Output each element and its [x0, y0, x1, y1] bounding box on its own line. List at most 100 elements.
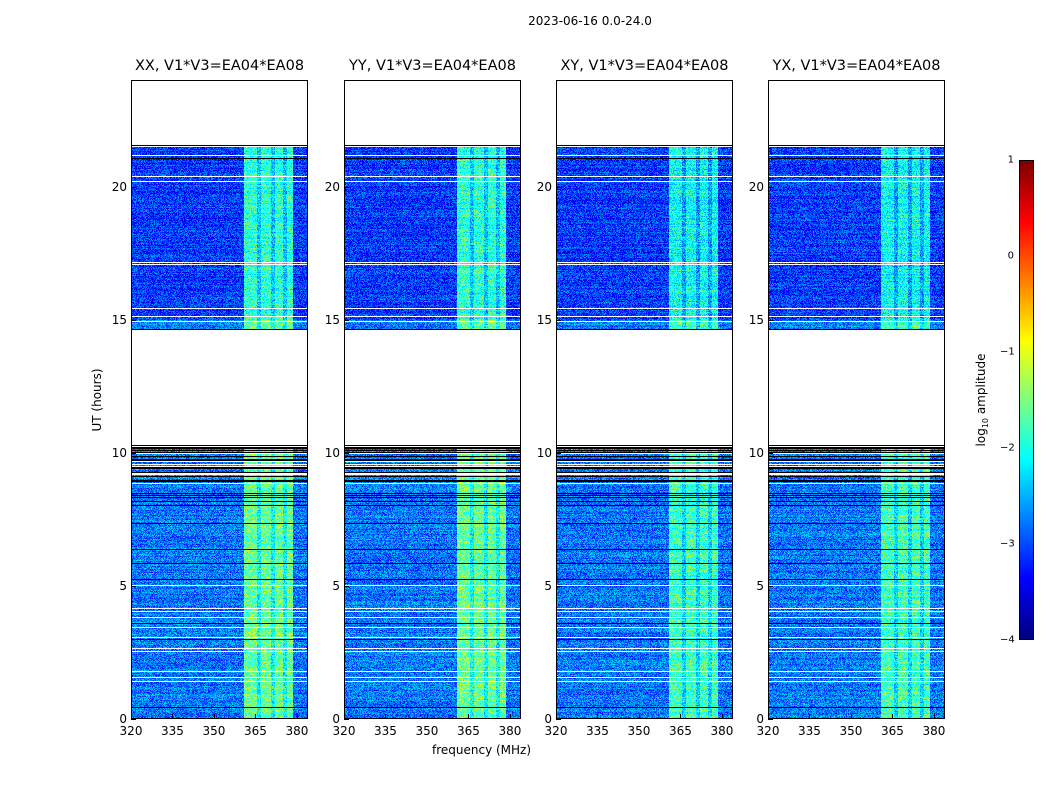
y-tick-label: 10	[111, 445, 127, 460]
colorbar-tick-label: 0	[1007, 250, 1014, 262]
y-axis-label: UT (hours)	[90, 368, 104, 432]
x-tick-label: 320	[756, 724, 780, 738]
y-tick-label: 15	[748, 312, 764, 327]
heatmap-image	[132, 81, 307, 718]
colorbar	[1019, 160, 1034, 640]
figure-title: 2023-06-16 0.0-24.0	[528, 14, 652, 28]
y-tick-mark	[131, 719, 136, 720]
y-tick-mark	[131, 319, 136, 321]
x-tick-mark	[213, 714, 215, 719]
heatmap-image	[769, 81, 944, 718]
y-tick-label: 10	[324, 445, 340, 460]
x-tick-label: 320	[119, 724, 143, 738]
x-tick-label: 350	[839, 724, 863, 738]
x-tick-label: 350	[202, 724, 226, 738]
y-tick-label: 5	[756, 578, 764, 593]
y-tick-mark	[768, 719, 773, 720]
colorbar-label: log10 amplitude	[973, 353, 991, 447]
y-tick-label: 20	[748, 179, 764, 194]
y-tick-label: 0	[756, 712, 764, 726]
y-tick-mark	[556, 452, 561, 454]
x-tick-mark	[850, 714, 852, 719]
y-tick-label: 0	[332, 712, 340, 726]
y-tick-mark	[768, 452, 773, 454]
x-tick-mark	[597, 714, 599, 719]
x-tick-mark	[556, 714, 557, 719]
x-tick-label: 380	[710, 724, 734, 738]
x-tick-label: 365	[669, 724, 692, 738]
colorbar-tick-label: −4	[1000, 634, 1015, 646]
x-tick-label: 365	[881, 724, 904, 738]
x-tick-label: 350	[627, 724, 651, 738]
heatmap-panel-1	[344, 80, 521, 719]
x-tick-mark	[131, 714, 132, 719]
x-tick-mark	[255, 714, 257, 719]
x-tick-mark	[768, 714, 769, 719]
heatmap-panel-0	[131, 80, 308, 719]
x-tick-mark	[680, 714, 682, 719]
x-tick-label: 320	[332, 724, 356, 738]
panel-title: YX, V1*V3=EA04*EA08	[772, 58, 941, 74]
y-tick-mark	[344, 585, 349, 587]
x-tick-label: 350	[415, 724, 439, 738]
y-tick-mark	[344, 319, 349, 321]
x-tick-mark	[892, 714, 894, 719]
y-tick-label: 15	[536, 312, 552, 327]
heatmap-image	[345, 81, 520, 718]
colorbar-gradient	[1020, 161, 1033, 639]
x-tick-label: 335	[374, 724, 397, 738]
x-tick-mark	[809, 714, 811, 719]
x-tick-mark	[933, 714, 935, 719]
y-tick-label: 15	[111, 312, 127, 327]
x-tick-label: 380	[498, 724, 522, 738]
x-tick-mark	[721, 714, 723, 719]
x-tick-mark	[509, 714, 511, 719]
y-tick-mark	[131, 585, 136, 587]
x-tick-label: 365	[244, 724, 267, 738]
colorbar-tick-label: −3	[1000, 538, 1015, 550]
x-tick-label: 335	[586, 724, 609, 738]
panel-title: XX, V1*V3=EA04*EA08	[134, 58, 305, 74]
y-tick-label: 20	[324, 179, 340, 194]
colorbar-tick-label: −2	[1000, 442, 1015, 454]
x-tick-label: 335	[798, 724, 821, 738]
y-tick-label: 20	[536, 179, 552, 194]
y-tick-mark	[344, 186, 349, 188]
x-tick-mark	[426, 714, 428, 719]
panel-title: XY, V1*V3=EA04*EA08	[560, 58, 729, 74]
y-tick-mark	[556, 186, 561, 188]
y-tick-label: 0	[119, 712, 127, 726]
x-tick-mark	[638, 714, 640, 719]
y-tick-mark	[344, 452, 349, 454]
x-tick-mark	[344, 714, 345, 719]
x-tick-label: 380	[922, 724, 946, 738]
y-tick-label: 10	[748, 445, 764, 460]
y-tick-label: 5	[332, 578, 340, 593]
y-tick-mark	[131, 186, 136, 188]
y-tick-mark	[344, 719, 349, 720]
y-tick-label: 10	[536, 445, 552, 460]
colorbar-tick-label: −1	[1000, 346, 1015, 358]
y-tick-mark	[768, 319, 773, 321]
y-tick-label: 0	[544, 712, 552, 726]
colorbar-tick-label: 1	[1007, 154, 1014, 166]
panel-title: YY, V1*V3=EA04*EA08	[349, 58, 516, 74]
y-tick-label: 20	[111, 179, 127, 194]
y-tick-label: 15	[324, 312, 340, 327]
heatmap-image	[557, 81, 732, 718]
x-tick-mark	[172, 714, 174, 719]
x-tick-mark	[468, 714, 470, 719]
x-tick-label: 320	[544, 724, 568, 738]
y-tick-mark	[768, 585, 773, 587]
x-tick-mark	[385, 714, 387, 719]
y-tick-mark	[556, 585, 561, 587]
x-tick-label: 335	[161, 724, 184, 738]
y-tick-mark	[131, 452, 136, 454]
y-tick-label: 5	[544, 578, 552, 593]
y-tick-mark	[556, 719, 561, 720]
x-tick-mark	[296, 714, 298, 719]
heatmap-panel-2	[556, 80, 733, 719]
y-tick-mark	[556, 319, 561, 321]
x-tick-label: 365	[457, 724, 480, 738]
